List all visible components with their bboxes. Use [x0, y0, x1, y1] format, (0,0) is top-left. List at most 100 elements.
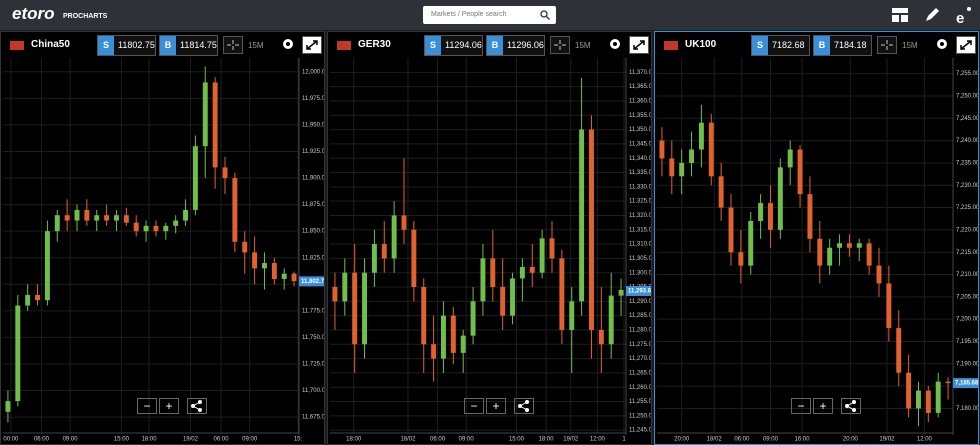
candle-body	[431, 344, 437, 359]
settings-button[interactable]	[933, 36, 953, 54]
candle-body	[153, 225, 159, 232]
search-icon	[540, 10, 550, 20]
candle-body	[837, 243, 842, 248]
share-button[interactable]	[514, 398, 534, 414]
expand-button[interactable]	[956, 36, 976, 54]
y-tick-label: 11,245.00	[629, 428, 651, 434]
candle-body	[539, 238, 545, 273]
logo[interactable]: etoro	[12, 4, 55, 23]
x-tick-label: 09:00	[763, 437, 779, 443]
crosshair-button[interactable]	[550, 36, 570, 54]
y-tick-label: 11,850.00	[302, 229, 324, 235]
y-tick-label: 11,280.00	[629, 328, 651, 334]
candle-body	[490, 258, 496, 288]
x-tick-label: 15:	[294, 437, 303, 443]
zoom-out[interactable]: −	[791, 398, 811, 414]
y-tick-label: 11,290.00	[629, 299, 651, 305]
crosshair-icon	[227, 40, 239, 50]
y-tick-label: 11,355.00	[629, 113, 651, 119]
timeframe[interactable]: 15M	[248, 41, 264, 50]
x-tick-label: 20:00	[843, 437, 859, 443]
y-tick-label: 11,950.00	[302, 123, 324, 129]
buy-label: B	[160, 36, 176, 55]
sell-button[interactable]: S 7182.68	[751, 35, 810, 56]
candle-body	[787, 149, 793, 168]
expand-button[interactable]	[302, 36, 322, 54]
zoom-in[interactable]: +	[159, 398, 179, 414]
candle-body	[876, 265, 882, 284]
candle-body	[718, 176, 724, 208]
candle-body	[748, 220, 754, 266]
candle-body	[291, 273, 297, 282]
gear-icon	[610, 39, 620, 49]
crosshair-icon	[881, 40, 893, 50]
candle-body	[163, 225, 169, 232]
candle-body	[44, 231, 50, 301]
y-tick-label: 11,330.00	[629, 184, 651, 190]
zoom-out[interactable]: −	[464, 398, 484, 414]
instrument-name: GER30	[358, 39, 391, 50]
candle-body	[450, 315, 456, 353]
zoom-out[interactable]: −	[137, 398, 157, 414]
settings-button[interactable]	[606, 36, 626, 54]
price-label: 7,185.68	[955, 381, 978, 387]
timeframe[interactable]: 15M	[575, 41, 591, 50]
candle-body	[232, 178, 238, 242]
x-tick-label: 18:00	[346, 437, 362, 443]
candle-body	[242, 241, 248, 253]
crosshair-button[interactable]	[223, 36, 243, 54]
x-tick-label: 09:00	[459, 437, 475, 443]
timeframe[interactable]: 15M	[902, 41, 918, 50]
sell-button[interactable]: S 11294.06	[424, 35, 483, 56]
candle-body	[401, 215, 407, 230]
buy-button[interactable]: B 7184.18	[813, 35, 872, 56]
zoom-controls: − +	[464, 398, 554, 414]
candle-body	[608, 295, 614, 345]
zoom-in[interactable]: +	[486, 398, 506, 414]
y-tick-label: 11,345.00	[629, 141, 651, 147]
y-tick-label: 11,300.00	[629, 270, 651, 276]
candle-body	[589, 129, 594, 330]
candle-body	[758, 203, 764, 221]
buy-price: 7184.18	[834, 40, 867, 50]
x-tick-label: 09:00	[242, 437, 258, 443]
buy-label: B	[487, 36, 503, 55]
share-button[interactable]	[841, 398, 861, 414]
sell-label: S	[425, 36, 441, 55]
candle-body	[817, 238, 823, 266]
zoom-in[interactable]: +	[813, 398, 833, 414]
buy-button[interactable]: B 11296.06	[486, 35, 545, 56]
y-tick-label: 11,315.00	[629, 227, 651, 233]
sell-button[interactable]: S 11802.75	[97, 35, 156, 56]
crosshair-icon	[554, 40, 566, 50]
y-tick-label: 11,675.00	[302, 415, 324, 421]
x-tick-label: 19/02	[183, 437, 199, 443]
x-tick-label: 1	[622, 437, 626, 443]
candle-body	[500, 287, 506, 316]
y-tick-label: 11,925.00	[302, 149, 324, 155]
draw-icon[interactable]	[924, 7, 940, 23]
x-tick-label: 00:00	[3, 437, 19, 443]
y-tick-label: 11,875.00	[302, 202, 324, 208]
candle-body	[777, 167, 783, 230]
search-box[interactable]: Markets / People search	[423, 6, 556, 24]
expand-button[interactable]	[629, 36, 649, 54]
buy-price: 11296.06	[507, 40, 544, 50]
y-tick-label: 7,190.00	[956, 361, 978, 367]
instrument-name: UK100	[685, 39, 717, 50]
candle-body	[925, 390, 931, 413]
candle-body	[846, 243, 852, 248]
settings-button[interactable]	[279, 36, 299, 54]
flag-icon	[337, 41, 351, 50]
buy-button[interactable]: B 11814.75	[159, 35, 218, 56]
y-tick-label: 11,265.00	[629, 370, 651, 376]
header: etoro PROCHARTS Markets / People search …	[0, 0, 980, 30]
layout-icon[interactable]	[892, 8, 908, 22]
crosshair-button[interactable]	[877, 36, 897, 54]
candle-body	[281, 273, 287, 279]
gear-icon	[937, 39, 947, 49]
share-button[interactable]	[187, 398, 207, 414]
expand-icon	[633, 40, 645, 50]
profile-icon[interactable]: e	[954, 6, 972, 24]
candle-body	[173, 220, 179, 226]
